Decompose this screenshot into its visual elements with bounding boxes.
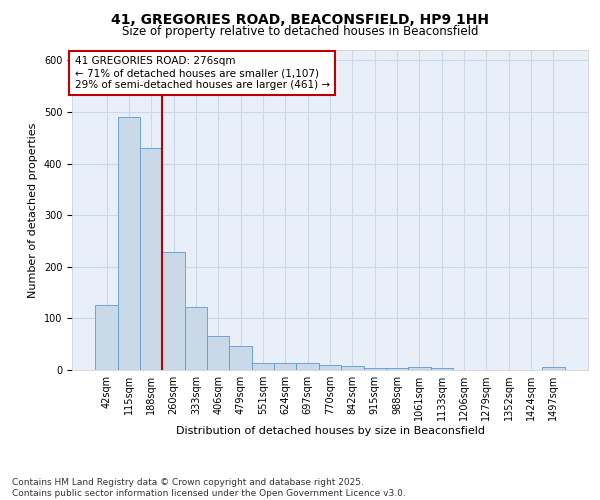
Bar — [364, 368, 386, 370]
Text: Contains HM Land Registry data © Crown copyright and database right 2025.
Contai: Contains HM Land Registry data © Crown c… — [12, 478, 406, 498]
Y-axis label: Number of detached properties: Number of detached properties — [28, 122, 38, 298]
Bar — [95, 306, 118, 370]
Bar — [542, 368, 565, 370]
Bar — [163, 252, 185, 370]
Text: Size of property relative to detached houses in Beaconsfield: Size of property relative to detached ho… — [122, 25, 478, 38]
X-axis label: Distribution of detached houses by size in Beaconsfield: Distribution of detached houses by size … — [176, 426, 485, 436]
Bar — [386, 368, 408, 370]
Bar — [140, 148, 163, 370]
Bar — [341, 366, 364, 370]
Text: 41 GREGORIES ROAD: 276sqm
← 71% of detached houses are smaller (1,107)
29% of se: 41 GREGORIES ROAD: 276sqm ← 71% of detac… — [74, 56, 330, 90]
Text: 41, GREGORIES ROAD, BEACONSFIELD, HP9 1HH: 41, GREGORIES ROAD, BEACONSFIELD, HP9 1H… — [111, 12, 489, 26]
Bar — [296, 363, 319, 370]
Bar — [118, 117, 140, 370]
Bar — [431, 368, 453, 370]
Bar — [185, 307, 207, 370]
Bar — [207, 336, 229, 370]
Bar — [319, 365, 341, 370]
Bar — [229, 346, 252, 370]
Bar — [252, 363, 274, 370]
Bar — [408, 368, 431, 370]
Bar — [274, 363, 296, 370]
